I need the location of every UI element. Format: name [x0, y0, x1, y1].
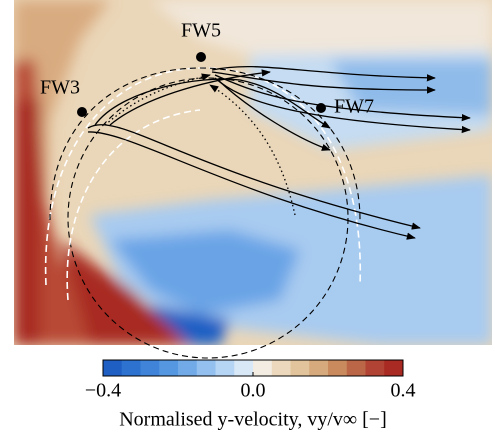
colorbar-band — [309, 360, 329, 376]
colorbar: −0.4 0.0 0.4 — [85, 359, 416, 402]
outer-circle — [49, 67, 361, 221]
colorbar-band — [140, 360, 160, 376]
probe-label: FW3 — [40, 77, 80, 99]
colorbar-band — [290, 360, 310, 376]
colorbar-band — [365, 360, 385, 376]
streamline — [109, 69, 271, 126]
colorbar-band — [234, 360, 254, 376]
colorbar-band — [121, 360, 141, 376]
streamline — [87, 131, 416, 240]
colorbar-band — [196, 360, 216, 376]
velocity-field — [14, 0, 492, 345]
colorbar-band — [271, 360, 291, 376]
probe-point — [316, 103, 326, 113]
dotted-streamline — [104, 73, 211, 126]
inner-circle-white — [66, 109, 201, 301]
colorbar-band — [253, 360, 273, 376]
streamline — [217, 79, 331, 151]
colorbar-tick-label: 0.4 — [391, 380, 416, 402]
colorbar-tick-label: 0.0 — [241, 380, 266, 402]
colorbar-band — [103, 360, 123, 376]
colorbar-band — [346, 360, 366, 376]
probe-label: FW5 — [181, 20, 221, 42]
probe-point — [196, 52, 206, 62]
colorbar-tick-label: −0.4 — [85, 380, 121, 402]
streamline — [87, 124, 421, 230]
dashed-circles — [44, 67, 362, 359]
colorbar-label: Normalised y-velocity, vy/v∞ [−] — [119, 409, 387, 431]
probe-label: FW7 — [334, 96, 374, 118]
streamlines — [87, 65, 471, 240]
probe-points: FW3 FW5 FW7 — [40, 20, 374, 118]
streamline — [211, 65, 436, 82]
streamline — [94, 78, 331, 129]
inner-circle — [67, 77, 349, 359]
colorbar-band — [159, 360, 179, 376]
colorbar-band — [384, 360, 404, 376]
colorbar-band — [178, 360, 198, 376]
streamline — [214, 77, 471, 134]
colorbar-band — [328, 360, 348, 376]
probe-point — [77, 107, 87, 117]
colorbar-band — [215, 360, 235, 376]
streamline — [214, 74, 471, 122]
streamline — [211, 71, 436, 94]
